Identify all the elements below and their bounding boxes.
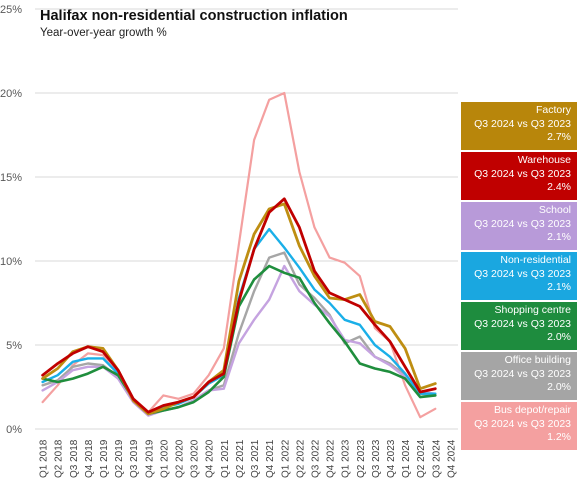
legend-value: 2.0%	[547, 381, 571, 393]
legend-value: 2.1%	[547, 281, 571, 293]
legend-comparison: Q3 2024 vs Q3 2023	[474, 317, 571, 330]
x-tick-label: Q1 2022	[280, 439, 291, 478]
x-tick-label: Q2 2020	[175, 439, 186, 478]
x-tick-label: Q2 2018	[54, 439, 65, 478]
legend-value: 2.0%	[547, 331, 571, 343]
legend-value: 2.1%	[547, 231, 571, 243]
x-tick-label: Q4 2018	[84, 439, 95, 478]
legend-label: School	[538, 204, 571, 216]
legend-item-shopping-centre: Shopping centre Q3 2024 vs Q3 2023 2.0%	[461, 302, 577, 350]
y-tick-label: 5%	[6, 340, 22, 352]
x-tick-label: Q4 2022	[326, 439, 337, 478]
legend-item-office-building: Office building Q3 2024 vs Q3 2023 2.0%	[461, 352, 577, 400]
x-tick-label: Q3 2021	[250, 439, 261, 478]
x-tick-label: Q3 2020	[190, 439, 201, 478]
legend-item-non-residential: Non-residential Q3 2024 vs Q3 2023 2.1%	[461, 252, 577, 300]
x-tick-label: Q3 2022	[310, 439, 321, 478]
x-tick-label: Q1 2024	[401, 439, 412, 478]
legend-label: Office building	[504, 354, 571, 366]
x-tick-label: Q1 2020	[159, 439, 170, 478]
legend-comparison: Q3 2024 vs Q3 2023	[474, 367, 571, 380]
legend-value: 2.4%	[547, 181, 571, 193]
x-tick-label: Q3 2018	[69, 439, 80, 478]
legend-value: 2.7%	[547, 131, 571, 143]
legend-comparison: Q3 2024 vs Q3 2023	[474, 167, 571, 180]
legend-label: Warehouse	[517, 154, 571, 166]
legend-label: Shopping centre	[494, 304, 571, 316]
y-tick-label: 10%	[0, 256, 22, 268]
x-tick-label: Q1 2023	[341, 439, 352, 478]
legend-label: Bus depot/repair	[493, 404, 571, 416]
legend-label: Non-residential	[500, 254, 571, 266]
legend-item-warehouse: Warehouse Q3 2024 vs Q3 2023 2.4%	[461, 152, 577, 200]
x-tick-label: Q2 2024	[416, 439, 427, 478]
x-tick-label: Q1 2018	[39, 439, 50, 478]
x-tick-label: Q1 2021	[220, 439, 231, 478]
x-tick-label: Q3 2024	[431, 439, 442, 478]
x-tick-label: Q4 2024	[446, 439, 457, 478]
x-tick-label: Q2 2022	[295, 439, 306, 478]
series-line-warehouse	[41, 197, 437, 414]
legend-item-bus-depot-repair: Bus depot/repair Q3 2024 vs Q3 2023 1.2%	[461, 402, 577, 450]
legend-comparison: Q3 2024 vs Q3 2023	[474, 117, 571, 130]
y-tick-label: 0%	[6, 424, 22, 436]
x-tick-label: Q4 2023	[386, 439, 397, 478]
legend-value: 1.2%	[547, 431, 571, 443]
x-tick-label: Q4 2021	[265, 439, 276, 478]
chart-subtitle: Year-over-year growth %	[40, 27, 167, 39]
chart-title: Halifax non-residential construction inf…	[40, 8, 348, 24]
y-tick-label: 25%	[0, 4, 22, 16]
x-tick-label: Q2 2023	[356, 439, 367, 478]
x-tick-label: Q3 2019	[129, 439, 140, 478]
x-tick-label: Q2 2021	[235, 439, 246, 478]
x-tick-label: Q4 2019	[144, 439, 155, 478]
y-tick-label: 15%	[0, 172, 22, 184]
x-tick-label: Q2 2019	[114, 439, 125, 478]
legend-item-factory: Factory Q3 2024 vs Q3 2023 2.7%	[461, 102, 577, 150]
x-tick-label: Q3 2023	[371, 439, 382, 478]
y-tick-label: 20%	[0, 88, 22, 100]
x-tick-label: Q1 2019	[99, 439, 110, 478]
legend-comparison: Q3 2024 vs Q3 2023	[474, 267, 571, 280]
x-tick-label: Q4 2020	[205, 439, 216, 478]
legend-comparison: Q3 2024 vs Q3 2023	[474, 217, 571, 230]
legend-item-school: School Q3 2024 vs Q3 2023 2.1%	[461, 202, 577, 250]
legend-comparison: Q3 2024 vs Q3 2023	[474, 417, 571, 430]
legend: Factory Q3 2024 vs Q3 2023 2.7% Warehouse Q3…	[461, 102, 577, 452]
legend-label: Factory	[535, 104, 571, 116]
